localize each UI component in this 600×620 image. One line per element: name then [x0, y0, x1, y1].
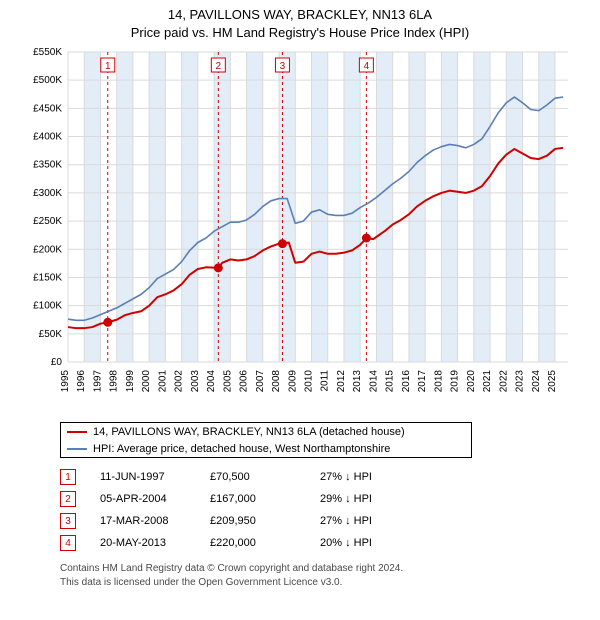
- svg-text:£200K: £200K: [33, 245, 62, 256]
- svg-text:2024: 2024: [531, 370, 542, 393]
- svg-text:2004: 2004: [206, 370, 217, 393]
- svg-text:£450K: £450K: [33, 104, 62, 115]
- svg-text:2003: 2003: [190, 370, 201, 393]
- tx-date: 20-MAY-2013: [100, 537, 210, 549]
- svg-text:3: 3: [280, 61, 286, 72]
- svg-text:£50K: £50K: [39, 329, 63, 340]
- svg-text:2005: 2005: [222, 370, 233, 393]
- svg-text:1: 1: [105, 61, 111, 72]
- svg-text:2016: 2016: [401, 370, 412, 393]
- legend-swatch-property: [67, 431, 87, 433]
- tx-marker-icon: 1: [60, 469, 76, 485]
- svg-text:£500K: £500K: [33, 76, 62, 87]
- legend-box: 14, PAVILLONS WAY, BRACKLEY, NN13 6LA (d…: [60, 422, 472, 458]
- svg-text:2: 2: [216, 61, 222, 72]
- svg-text:£300K: £300K: [33, 188, 62, 199]
- svg-text:2012: 2012: [336, 370, 347, 393]
- legend-swatch-hpi: [67, 448, 87, 450]
- svg-text:2002: 2002: [174, 370, 185, 393]
- svg-text:2007: 2007: [255, 370, 266, 393]
- legend-row: 14, PAVILLONS WAY, BRACKLEY, NN13 6LA (d…: [61, 423, 471, 440]
- legend-row: HPI: Average price, detached house, West…: [61, 440, 471, 457]
- tx-date: 17-MAR-2008: [100, 515, 210, 527]
- svg-text:2015: 2015: [385, 370, 396, 393]
- svg-text:£100K: £100K: [33, 301, 62, 312]
- svg-text:2022: 2022: [498, 370, 509, 393]
- svg-text:1997: 1997: [92, 370, 103, 393]
- line-chart-svg: £0 £50K £100K £150K £200K £250K £300K £350K £400…: [20, 46, 580, 416]
- svg-text:£0: £0: [51, 357, 63, 368]
- legend-label: 14, PAVILLONS WAY, BRACKLEY, NN13 6LA (d…: [93, 426, 405, 438]
- tx-date: 11-JUN-1997: [100, 471, 210, 483]
- svg-text:£350K: £350K: [33, 160, 62, 171]
- chart-area: £0 £50K £100K £150K £200K £250K £300K £350K £400…: [20, 46, 580, 416]
- table-row: 4 20-MAY-2013 £220,000 20% ↓ HPI: [60, 532, 480, 554]
- svg-text:£550K: £550K: [33, 47, 62, 58]
- tx-price: £209,950: [210, 515, 320, 527]
- title-line1: 14, PAVILLONS WAY, BRACKLEY, NN13 6LA: [0, 6, 600, 24]
- table-row: 1 11-JUN-1997 £70,500 27% ↓ HPI: [60, 466, 480, 488]
- svg-text:£400K: £400K: [33, 132, 62, 143]
- footer-line: Contains HM Land Registry data © Crown c…: [60, 562, 560, 576]
- table-row: 2 05-APR-2004 £167,000 29% ↓ HPI: [60, 488, 480, 510]
- svg-text:2001: 2001: [157, 370, 168, 393]
- svg-text:2013: 2013: [352, 370, 363, 393]
- svg-text:2025: 2025: [547, 370, 558, 393]
- svg-text:1995: 1995: [60, 370, 71, 393]
- svg-text:2017: 2017: [417, 370, 428, 393]
- svg-text:2014: 2014: [368, 370, 379, 393]
- svg-text:4: 4: [364, 61, 370, 72]
- title-line2: Price paid vs. HM Land Registry's House …: [0, 24, 600, 42]
- svg-text:2000: 2000: [141, 370, 152, 393]
- svg-text:2019: 2019: [450, 370, 461, 393]
- svg-text:2011: 2011: [320, 370, 331, 392]
- table-row: 3 17-MAR-2008 £209,950 27% ↓ HPI: [60, 510, 480, 532]
- transactions-table: 1 11-JUN-1997 £70,500 27% ↓ HPI 2 05-APR…: [60, 466, 480, 554]
- svg-text:1996: 1996: [76, 370, 87, 393]
- svg-text:2006: 2006: [239, 370, 250, 393]
- tx-price: £167,000: [210, 493, 320, 505]
- svg-text:2010: 2010: [304, 370, 315, 393]
- tx-marker-icon: 4: [60, 535, 76, 551]
- tx-diff: 20% ↓ HPI: [320, 537, 440, 549]
- tx-price: £70,500: [210, 471, 320, 483]
- attribution-footer: Contains HM Land Registry data © Crown c…: [60, 562, 560, 589]
- tx-diff: 27% ↓ HPI: [320, 471, 440, 483]
- footer-line: This data is licensed under the Open Gov…: [60, 576, 560, 590]
- legend-label: HPI: Average price, detached house, West…: [93, 443, 390, 455]
- svg-text:1998: 1998: [109, 370, 120, 393]
- svg-text:2020: 2020: [466, 370, 477, 393]
- chart-title: 14, PAVILLONS WAY, BRACKLEY, NN13 6LA Pr…: [0, 0, 600, 42]
- tx-diff: 27% ↓ HPI: [320, 515, 440, 527]
- svg-text:1999: 1999: [125, 370, 136, 393]
- svg-text:£250K: £250K: [33, 216, 62, 227]
- svg-text:2009: 2009: [287, 370, 298, 393]
- svg-text:2023: 2023: [515, 370, 526, 393]
- tx-marker-icon: 3: [60, 513, 76, 529]
- svg-text:2021: 2021: [482, 370, 493, 393]
- svg-text:2018: 2018: [433, 370, 444, 393]
- tx-marker-icon: 2: [60, 491, 76, 507]
- svg-text:2008: 2008: [271, 370, 282, 393]
- tx-price: £220,000: [210, 537, 320, 549]
- svg-text:£150K: £150K: [33, 273, 62, 284]
- tx-diff: 29% ↓ HPI: [320, 493, 440, 505]
- tx-date: 05-APR-2004: [100, 493, 210, 505]
